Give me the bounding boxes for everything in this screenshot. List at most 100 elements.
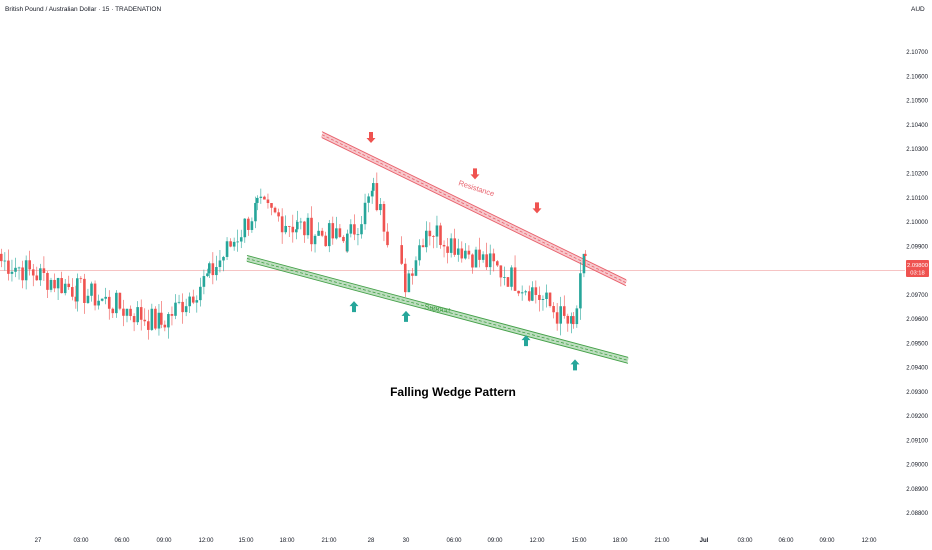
currency-label: AUD (911, 6, 925, 13)
candle-body (28, 260, 31, 270)
candle-body (425, 230, 428, 248)
candle-body (184, 306, 188, 313)
candle (492, 248, 496, 272)
y-tick-label: 2.09700 (906, 293, 928, 299)
candle (277, 208, 280, 222)
candle (425, 221, 428, 253)
candle (206, 268, 209, 278)
candle-body (575, 308, 579, 325)
y-tick-label: 2.09600 (906, 317, 928, 323)
candle (584, 250, 587, 267)
candle-body (14, 267, 17, 272)
candle-body (517, 290, 520, 294)
candle (143, 308, 147, 326)
candle (7, 249, 10, 281)
candle (154, 306, 157, 331)
candle-body (299, 221, 303, 223)
candle (478, 237, 481, 268)
candle (225, 237, 229, 260)
candle (446, 238, 449, 264)
candle-body (42, 268, 46, 273)
candle-body (31, 269, 35, 276)
candle (435, 215, 439, 248)
candle-body (421, 245, 425, 248)
candle (270, 202, 273, 216)
candle (254, 196, 257, 229)
candle-body (239, 237, 243, 242)
y-tick-label: 2.09400 (906, 366, 928, 372)
candle-body (442, 245, 446, 247)
candle (418, 239, 421, 266)
candle-body (266, 199, 270, 204)
candle-body (460, 248, 464, 259)
candle-body (111, 308, 115, 314)
candle-body (67, 283, 71, 288)
candle-body (97, 300, 100, 306)
x-tick-label: 12:00 (198, 538, 214, 544)
y-tick-label: 2.10200 (906, 172, 928, 178)
candle-body (411, 273, 414, 276)
candle-body (71, 287, 74, 297)
candle-body (280, 216, 284, 233)
candle-body (136, 307, 139, 323)
support-band (246, 255, 629, 364)
candle (555, 303, 559, 331)
candle (35, 266, 39, 281)
candle (256, 195, 259, 211)
candle-body (174, 302, 177, 316)
candle-body (306, 217, 310, 236)
candle-body (375, 183, 379, 211)
candle (327, 219, 331, 253)
candle-body (327, 223, 331, 247)
candle-body (270, 203, 273, 208)
candle-body (273, 207, 277, 213)
candle-body (129, 308, 132, 317)
candle-body (17, 267, 21, 269)
candle-body (132, 316, 136, 323)
candle-body (566, 315, 570, 324)
candle-body (418, 245, 421, 261)
candle (74, 285, 78, 309)
candle (3, 252, 7, 271)
candle (259, 188, 263, 204)
candle (122, 299, 125, 327)
candle-body (414, 260, 418, 276)
candle (136, 301, 139, 325)
candle (506, 277, 510, 287)
candle-body (379, 204, 382, 211)
candle (118, 292, 122, 311)
candle (338, 224, 342, 238)
x-tick-label: 15:00 (238, 538, 254, 544)
y-tick-label: 2.09900 (906, 244, 928, 250)
x-tick-label: 21:00 (321, 538, 337, 544)
candle-body (143, 319, 147, 322)
candle (513, 255, 517, 292)
candle-body (386, 231, 389, 246)
candle (170, 306, 174, 326)
candle-body (63, 283, 67, 294)
candle-body (215, 267, 218, 276)
candle (407, 269, 411, 293)
candle (541, 295, 545, 311)
resistance-band-center (321, 134, 627, 284)
candle-body (250, 221, 254, 230)
candle (280, 208, 284, 244)
candle (474, 246, 478, 268)
candle (14, 257, 17, 278)
candle-body (53, 279, 56, 289)
x-tick-label: 09:00 (487, 538, 503, 544)
y-tick-label: 2.09100 (906, 438, 928, 444)
candle-body (46, 272, 49, 290)
x-axis: 27 03:00 06:00 09:00 12:00 15:00 18:00 21:00 28 3… (35, 538, 878, 544)
x-tick-label: 15:00 (571, 538, 587, 544)
candle-body (188, 296, 191, 307)
candle-body (49, 279, 53, 290)
x-tick-label: 21:00 (654, 538, 670, 544)
candle (464, 243, 467, 260)
candle-body (367, 196, 370, 203)
candle (349, 219, 353, 238)
candle (313, 234, 317, 253)
candle-body (363, 202, 367, 225)
candle-body (456, 248, 460, 255)
candle (184, 298, 188, 317)
